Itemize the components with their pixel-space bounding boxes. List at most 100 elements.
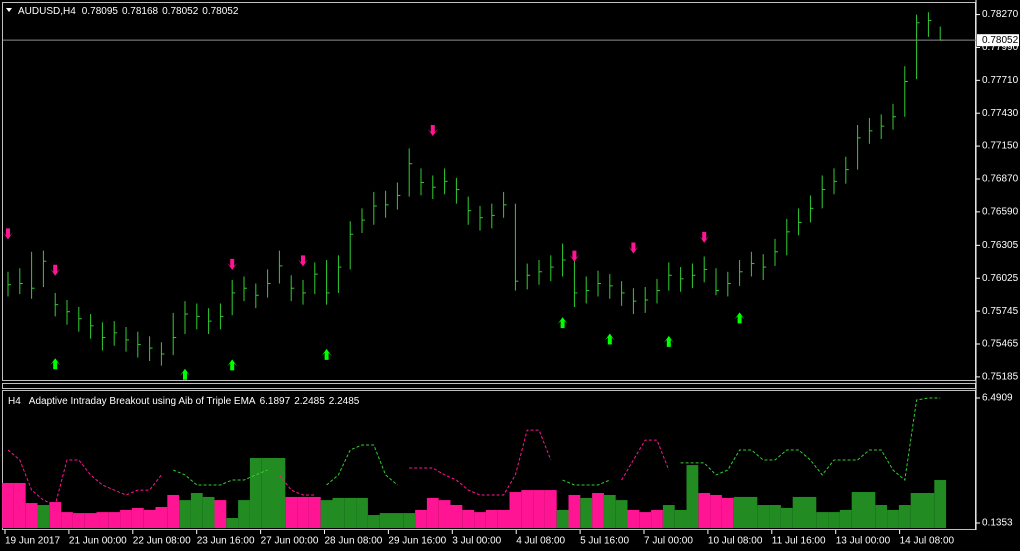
histogram-bar <box>108 512 121 528</box>
histogram-bar <box>96 512 109 528</box>
signal-arrow <box>604 333 615 345</box>
signal-arrow <box>628 242 639 254</box>
y-tick-label: 0.76870 <box>982 174 1019 185</box>
signal-arrow <box>180 368 190 380</box>
y-tick-label: 0.77430 <box>982 108 1019 119</box>
y-tick-label: 0.75185 <box>982 372 1019 383</box>
last-price-box <box>977 34 1019 47</box>
histogram-bar <box>627 509 640 528</box>
y-tick-label: 0.75745 <box>982 306 1019 317</box>
histogram-bar <box>533 490 545 528</box>
histogram-bar <box>72 513 85 528</box>
x-tick-label: 29 Jun 16:00 <box>388 536 446 547</box>
indicator-line <box>7 449 162 506</box>
signal-arrow <box>227 359 238 371</box>
y-tick-label: 0.76305 <box>982 240 1019 251</box>
x-tick-label: 11 Jul 16:00 <box>772 536 826 547</box>
chart-header: AUDUSD,H4 0.78095 0.78168 0.78052 0.78052 <box>18 6 239 17</box>
histogram-bar <box>379 513 392 528</box>
histogram-bar <box>521 490 534 528</box>
histogram-bar <box>863 492 876 528</box>
histogram-bar <box>179 500 191 528</box>
x-tick-label: 21 Jun 00:00 <box>69 536 127 547</box>
histogram-bar <box>450 505 463 528</box>
histogram-bar <box>910 493 923 528</box>
histogram-bar <box>698 493 711 528</box>
histogram-bar <box>804 496 817 528</box>
last-price-label: 0.78052 <box>982 35 1019 46</box>
histogram-bar <box>13 482 26 528</box>
signal-arrow <box>557 317 568 329</box>
quote-high: 0.78168 <box>122 6 159 17</box>
histogram-bar <box>922 493 935 528</box>
x-tick-label: 28 Jun 08:00 <box>325 536 383 547</box>
histogram-bar <box>332 497 345 528</box>
y-tick-label: 0.77990 <box>982 42 1019 53</box>
indicator-line <box>409 429 552 496</box>
histogram-bar <box>497 509 510 528</box>
histogram-bar <box>190 493 203 528</box>
y-tick-label: 0.1353 <box>982 518 1013 529</box>
x-tick-label: 10 Jul 08:00 <box>708 536 763 547</box>
histogram-bar <box>816 512 829 528</box>
histogram-bar <box>344 497 357 528</box>
y-tick-label: 6.4909 <box>982 393 1013 404</box>
y-tick-label: 0.76025 <box>982 273 1019 284</box>
indicator-header: H4 Adaptive Intraday Breakout using Aib o… <box>8 396 360 407</box>
indicator-timeframe: H4 <box>8 396 21 407</box>
histogram-bar <box>710 494 722 528</box>
histogram-bar <box>320 500 333 528</box>
histogram-bar <box>556 509 569 528</box>
histogram-bar <box>592 493 604 528</box>
histogram-bar <box>403 513 416 528</box>
x-tick-label: 7 Jul 00:00 <box>644 536 693 547</box>
histogram-bar <box>639 512 652 528</box>
histogram-bar <box>721 497 734 528</box>
signal-arrow <box>227 258 238 270</box>
histogram-bar <box>568 494 581 528</box>
histogram-bar <box>214 500 227 528</box>
histogram-bar <box>273 458 286 528</box>
signal-arrow <box>50 264 61 276</box>
histogram-bar <box>167 494 180 528</box>
histogram-bar <box>2 482 14 528</box>
y-tick-label: 0.77710 <box>982 75 1019 86</box>
histogram-bar <box>934 480 947 528</box>
y-tick-label: 0.77150 <box>982 141 1019 152</box>
histogram-bar <box>415 509 427 528</box>
signal-arrow <box>663 335 674 347</box>
histogram-bar <box>509 492 522 528</box>
x-tick-label: 4 Jul 08:00 <box>516 536 565 547</box>
quote-close: 0.78052 <box>202 6 239 17</box>
histogram-bar <box>356 497 368 528</box>
quote-open: 0.78095 <box>82 6 119 17</box>
histogram-bar <box>474 512 486 528</box>
histogram-bar <box>155 506 168 528</box>
symbol-title: AUDUSD,H4 <box>18 6 76 17</box>
histogram-bar <box>285 496 298 528</box>
signal-arrow <box>699 231 710 243</box>
histogram-bar <box>261 458 274 528</box>
collapse-icon[interactable] <box>6 8 12 12</box>
histogram-bar <box>391 513 404 528</box>
quote-low: 0.78052 <box>162 6 199 17</box>
signal-arrow <box>734 312 745 324</box>
histogram-bar <box>839 509 852 528</box>
histogram-bar <box>875 505 888 528</box>
x-tick-label: 23 Jun 16:00 <box>197 536 255 547</box>
histogram-bar <box>662 505 675 528</box>
signal-arrow <box>298 255 308 267</box>
indicator-reading: 2.2485 <box>329 396 360 407</box>
histogram-bar <box>686 465 699 528</box>
histogram-bar <box>769 505 781 528</box>
histogram-bar <box>792 496 805 528</box>
histogram-bar <box>780 507 793 528</box>
histogram-bar <box>143 509 156 528</box>
histogram-bar <box>651 509 663 528</box>
indicator-line <box>173 469 268 486</box>
histogram-bar <box>308 496 321 528</box>
signal-arrow <box>3 228 13 240</box>
histogram-bar <box>238 500 250 528</box>
indicator-line <box>621 439 670 481</box>
